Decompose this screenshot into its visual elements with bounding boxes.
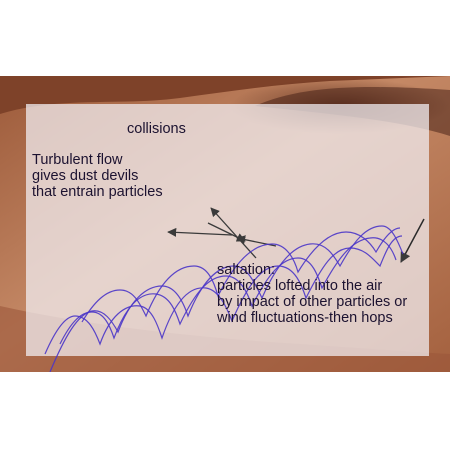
saltation-line-3: by impact of other particles or [217,294,408,310]
turbulent-flow-label: Turbulent flow gives dust devils that en… [32,152,163,200]
collisions-label: collisions [127,121,186,137]
turbulent-line-1: Turbulent flow [32,152,123,168]
turbulent-line-2: gives dust devils [32,168,139,184]
diagram-canvas [0,76,450,372]
saltation-diagram [0,76,450,372]
saltation-line-4: wind fluctuations-then hops [217,310,393,326]
collision-arrow-1 [210,207,257,259]
overlay-panel [26,104,429,356]
saltation-label: saltation: particles lofted into the air… [217,262,407,326]
turbulent-flow-arrow [167,227,233,237]
turbulent-line-3: that entrain particles [32,184,163,200]
saltation-line-1: saltation: [217,262,276,278]
incoming-particle-arrow [400,218,425,263]
dune-ridge [0,76,450,114]
saltation-line-2: particles lofted into the air [217,278,383,294]
saltation-trajectory-2 [49,225,404,372]
saltation-trajectory-4 [81,227,401,323]
saltation-trajectory-3 [59,237,397,345]
collisions-text: collisions [127,121,186,137]
